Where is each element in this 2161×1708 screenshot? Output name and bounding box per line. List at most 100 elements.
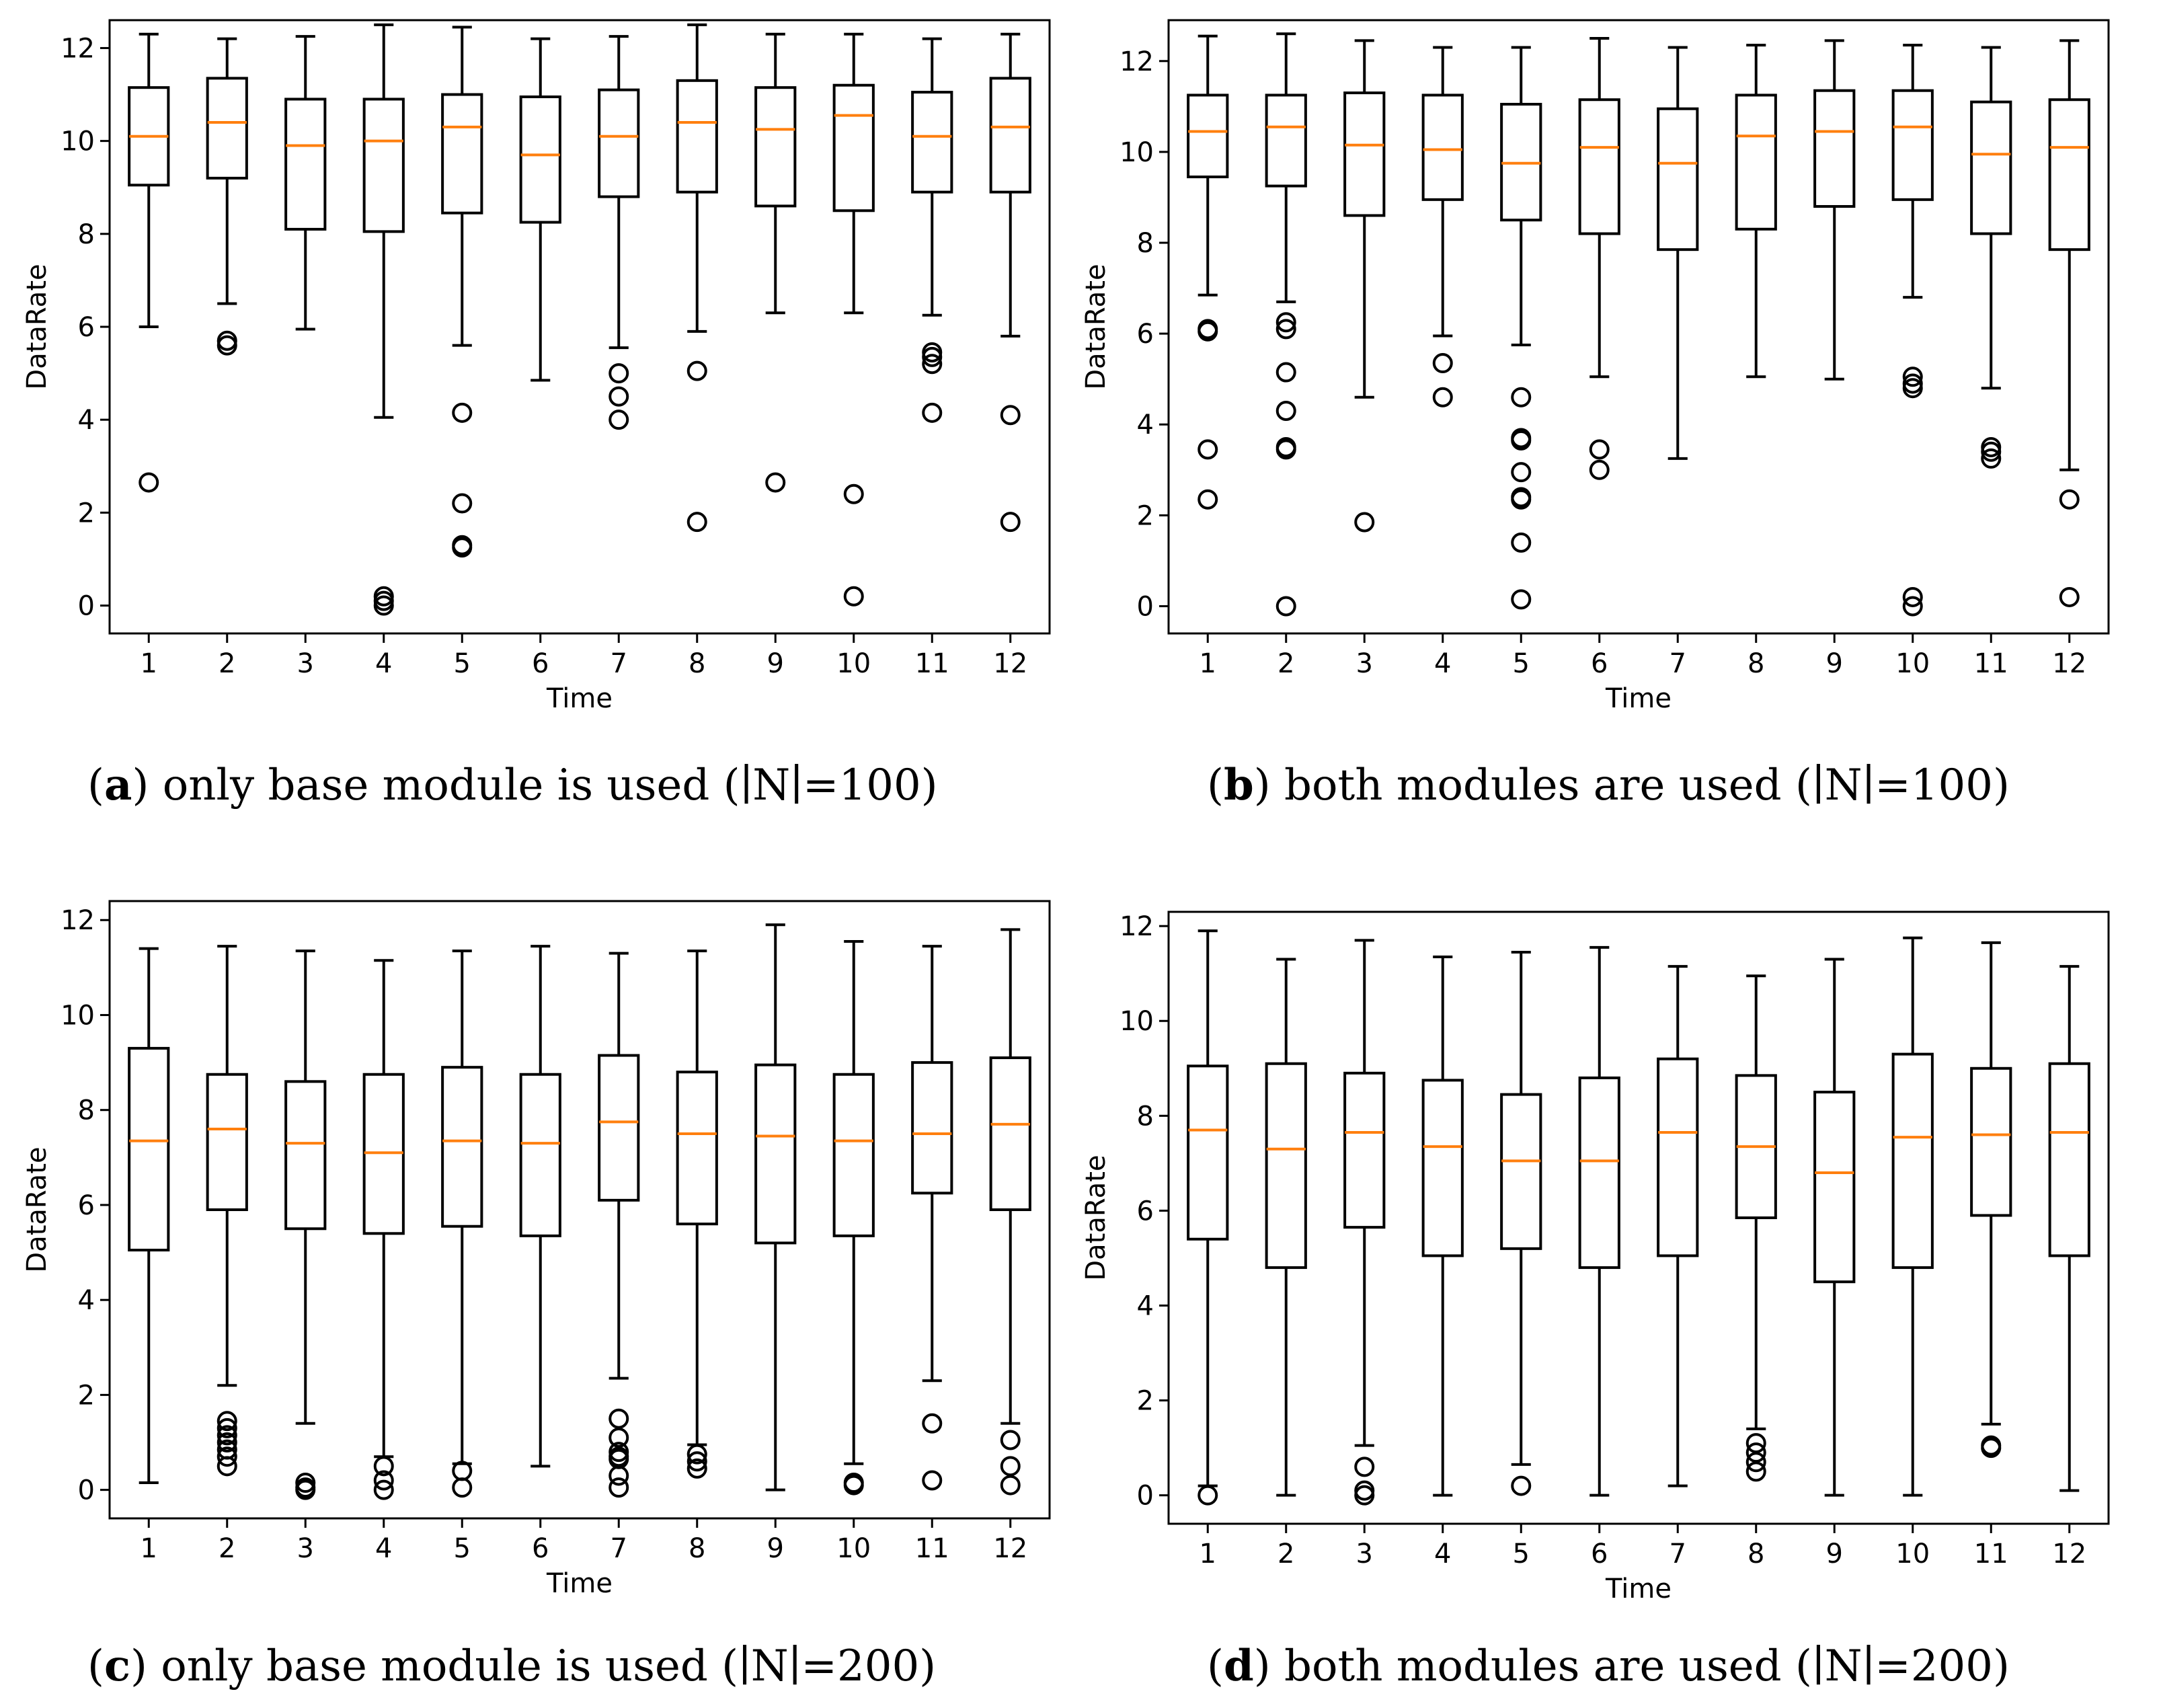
outlier-point (1197, 439, 1218, 460)
x-tick-label: 7 (611, 1533, 627, 1564)
box-time-7 (1657, 46, 1699, 460)
y-axis-label: DataRate (22, 1147, 52, 1272)
box-time-5 (1500, 950, 1542, 1496)
y-tick-label: 10 (1119, 137, 1154, 168)
outlier-point (686, 1444, 707, 1465)
outlier-point (373, 1456, 394, 1477)
outlier-point (608, 386, 629, 407)
y-tick-label: 8 (1137, 228, 1154, 259)
box-time-10 (1891, 44, 1934, 617)
x-tick-label: 6 (1591, 1539, 1608, 1569)
x-tick-label: 3 (297, 648, 314, 679)
outlier-point (1902, 366, 1923, 387)
outlier-point (1000, 405, 1021, 426)
outlier-point (608, 1408, 629, 1429)
outlier-point (1000, 512, 1021, 533)
box-iqr (2048, 98, 2090, 251)
box-iqr (1578, 98, 1620, 235)
x-tick-label: 10 (836, 1533, 871, 1564)
x-tick-label: 11 (915, 648, 949, 679)
x-tick-label: 1 (141, 1533, 157, 1564)
box-iqr (1421, 93, 1464, 201)
box-time-2 (206, 37, 248, 356)
outlier-point (217, 1411, 237, 1432)
box-iqr (832, 1073, 875, 1237)
outlier-point (1589, 439, 1610, 460)
outlier-point (608, 1477, 629, 1498)
outlier-point (373, 586, 394, 607)
outlier-point (1275, 362, 1296, 383)
box-iqr (1735, 93, 1777, 231)
box-time-10 (832, 32, 875, 607)
box-iqr (1970, 100, 2012, 235)
outlier-point (217, 330, 237, 351)
x-tick-label: 5 (454, 648, 471, 679)
y-tick-label: 10 (61, 126, 95, 157)
y-tick-label: 0 (1137, 591, 1154, 622)
outlier-point (608, 363, 629, 384)
x-tick-label: 5 (454, 1533, 471, 1564)
outlier-point (1354, 1457, 1375, 1477)
outlier-point (686, 1458, 707, 1479)
outlier-point (608, 1465, 629, 1486)
outlier-point (1275, 312, 1296, 333)
outlier-point (1745, 1442, 1766, 1463)
outlier-point (1745, 1433, 1766, 1454)
box-time-8 (676, 949, 718, 1479)
box-iqr (1813, 1091, 1856, 1284)
box-time-4 (1421, 956, 1464, 1497)
axes-frame (108, 19, 1051, 635)
x-tick-label: 3 (1356, 1539, 1373, 1569)
box-time-6 (519, 37, 561, 382)
x-tick-label: 8 (1747, 1539, 1764, 1569)
box-iqr (1970, 1066, 2012, 1217)
box-iqr (598, 88, 640, 198)
x-tick-label: 12 (2052, 648, 2086, 679)
y-tick-label: 2 (78, 1380, 95, 1411)
outlier-point (1354, 1485, 1375, 1506)
y-tick-label: 12 (61, 905, 95, 936)
y-tick-label: 4 (78, 1285, 95, 1316)
x-tick-label: 7 (611, 648, 627, 679)
caption-d: (d) both modules are used (∣N∣=200) (1207, 1641, 2010, 1691)
box-iqr (1343, 91, 1386, 217)
outlier-point (1197, 1485, 1218, 1506)
y-tick-label: 2 (1137, 500, 1154, 531)
box-iqr (598, 1054, 640, 1202)
box-time-1 (128, 32, 170, 493)
x-tick-label: 6 (532, 1533, 549, 1564)
box-iqr (519, 1073, 561, 1237)
x-tick-label: 12 (993, 648, 1027, 679)
x-tick-label: 2 (219, 648, 235, 679)
box-iqr (1265, 93, 1307, 188)
x-tick-label: 10 (836, 648, 871, 679)
outlier-point (922, 342, 943, 362)
x-tick-label: 12 (993, 1533, 1027, 1564)
outlier-point (1000, 1475, 1021, 1496)
x-tick-label: 5 (1513, 648, 1530, 679)
box-time-1 (128, 947, 170, 1485)
y-axis-label: DataRate (1080, 1155, 1111, 1280)
x-tick-label: 9 (767, 1533, 784, 1564)
box-iqr (206, 77, 248, 180)
x-tick-label: 8 (1747, 648, 1764, 679)
x-tick-label: 11 (1974, 1539, 2008, 1569)
box-iqr (362, 98, 405, 233)
x-tick-label: 8 (689, 1533, 705, 1564)
box-iqr (441, 93, 483, 215)
y-tick-label: 0 (78, 1475, 95, 1506)
y-tick-label: 10 (1119, 1006, 1154, 1037)
outlier-point (1981, 1438, 2002, 1459)
box-time-6 (519, 945, 561, 1468)
box-iqr (519, 95, 561, 224)
outlier-point (922, 1413, 943, 1434)
box-time-10 (1891, 936, 1934, 1497)
outlier-point (1902, 586, 1923, 607)
outlier-point (686, 1451, 707, 1472)
outlier-point (686, 512, 707, 533)
box-time-7 (598, 952, 640, 1498)
y-tick-label: 2 (1137, 1386, 1154, 1417)
x-axis-label: Time (1605, 1574, 1672, 1604)
x-tick-label: 3 (297, 1533, 314, 1564)
